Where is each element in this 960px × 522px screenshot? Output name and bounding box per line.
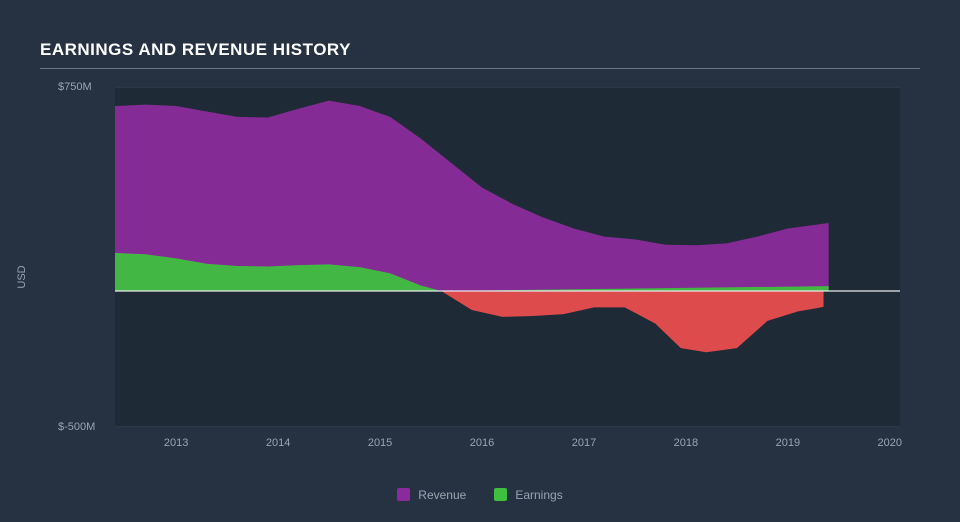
legend: Revenue Earnings [0,488,960,505]
chart-svg [115,87,900,427]
x-tick-label: 2018 [674,437,698,449]
chart-title: EARNINGS AND REVENUE HISTORY [40,40,920,60]
y-axis-label: USD [16,265,28,288]
x-tick-label: 2020 [878,437,902,449]
title-underline [40,68,920,69]
plot-region [115,87,900,427]
x-tick-label: 2017 [572,437,596,449]
x-tick-label: 2015 [368,437,392,449]
chart-area: USD $750M$-500M 201320142015201620172018… [40,87,920,467]
y-tick-label: $750M [58,81,92,93]
x-tick-label: 2019 [776,437,800,449]
x-tick-label: 2014 [266,437,290,449]
legend-swatch [494,488,507,501]
legend-swatch [397,488,410,501]
y-tick-label: $-500M [58,421,95,433]
legend-item: Revenue [397,488,466,502]
legend-label: Earnings [515,488,562,502]
x-tick-label: 2013 [164,437,188,449]
legend-label: Revenue [418,488,466,502]
x-tick-label: 2016 [470,437,494,449]
legend-item: Earnings [494,488,562,502]
